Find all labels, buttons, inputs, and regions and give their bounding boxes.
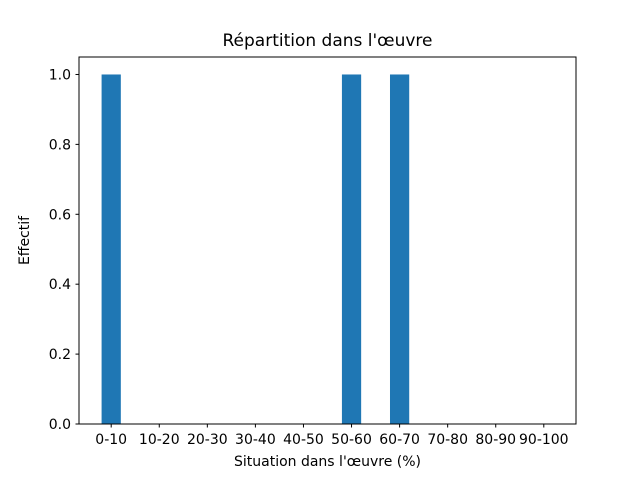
plot-area [78,56,577,425]
x-tick-label: 70-80 [427,432,468,448]
y-tick-label: 0.0 [49,417,71,433]
x-tick-label: 50-60 [331,432,372,448]
bar-60-70 [389,74,410,424]
y-tick-label: 0.2 [49,347,71,363]
y-tick-label: 0.8 [49,137,71,153]
x-tick-label: 60-70 [379,432,420,448]
y-tick-label: 0.6 [49,207,71,223]
x-tick-label: 40-50 [283,432,324,448]
x-tick-label: 20-30 [187,432,228,448]
x-tick-label: 30-40 [235,432,276,448]
x-axis-ticks: 0-10 10-20 20-30 30-40 40-50 50-60 60-70 70-80 8… [95,424,569,448]
bars-group [101,74,410,424]
y-axis-label: Effectif [17,215,33,265]
chart-title: Répartition dans l'œuvre [222,31,432,51]
y-tick-label: 1.0 [49,67,71,83]
x-tick-label: 80-90 [475,432,516,448]
bar-0-10 [101,74,121,424]
x-tick-label: 90-100 [519,432,569,448]
x-tick-label: 0-10 [95,432,127,448]
x-axis-label: Situation dans l'œuvre (%) [234,454,421,470]
y-axis-ticks: 0.0 0.2 0.4 0.6 0.8 1.0 [49,67,79,433]
y-tick-label: 0.4 [49,277,71,293]
x-tick-label: 10-20 [139,432,180,448]
bar-50-60 [341,74,362,424]
